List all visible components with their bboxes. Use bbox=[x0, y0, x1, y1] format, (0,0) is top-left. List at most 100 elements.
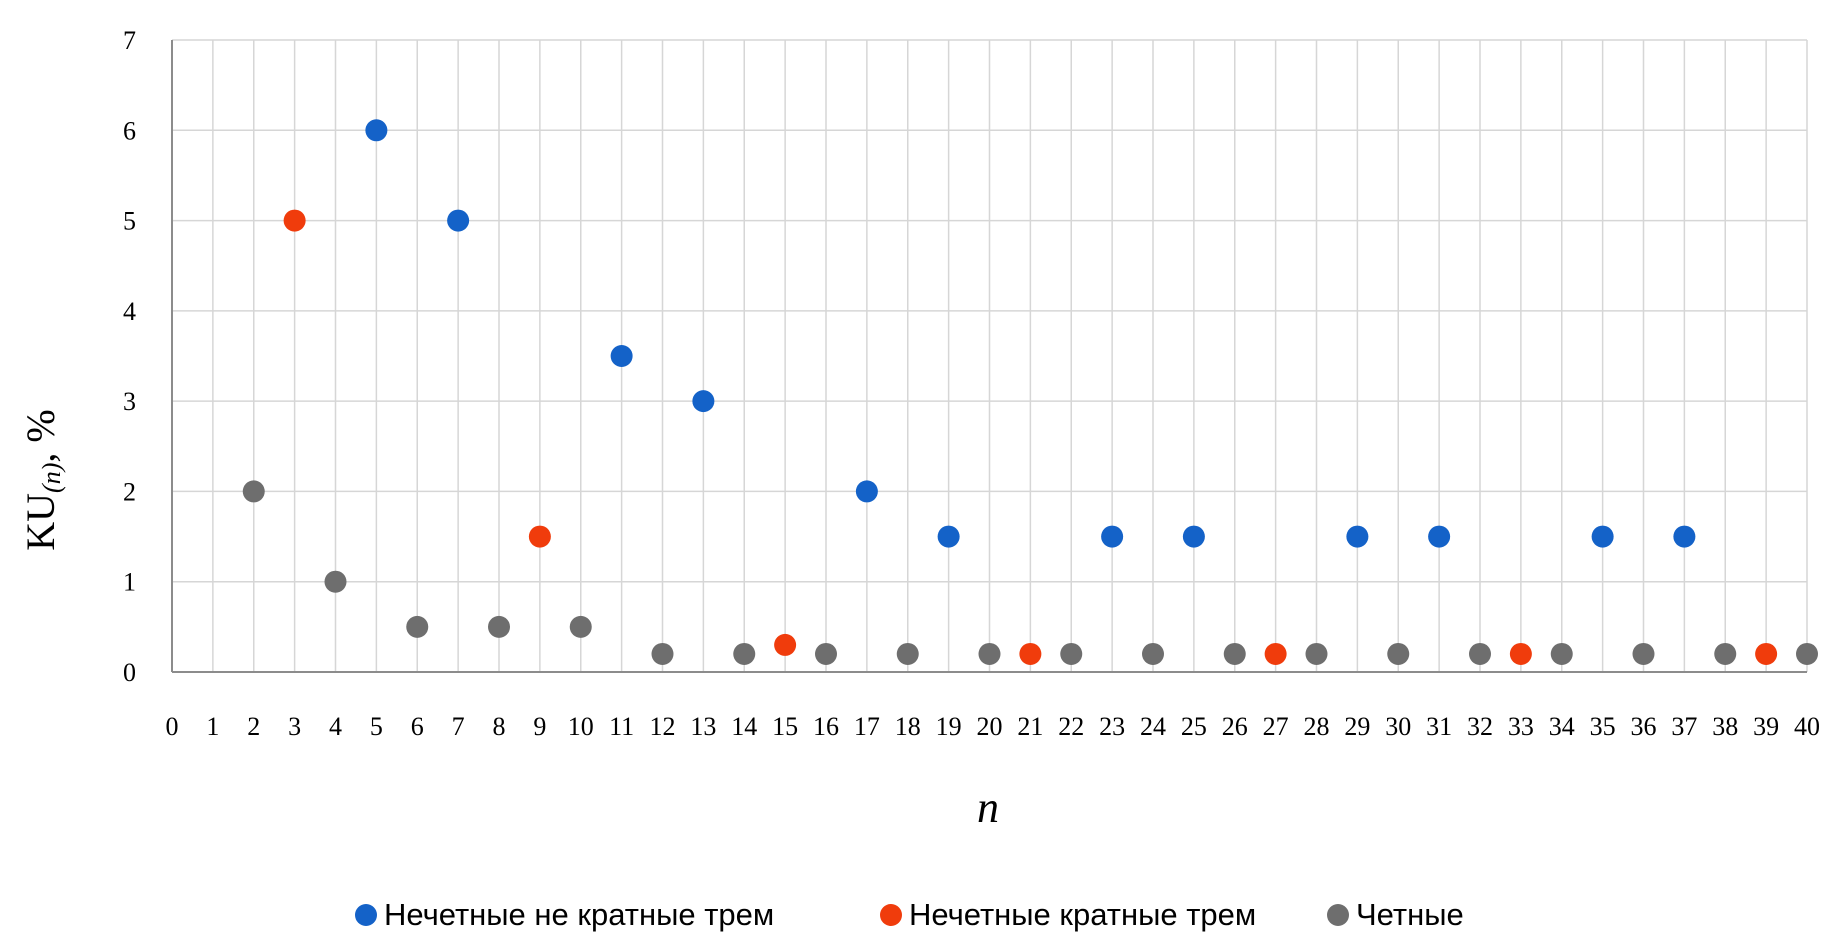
y-tick-label: 3 bbox=[123, 387, 136, 416]
x-tick-label: 14 bbox=[731, 712, 757, 741]
data-point-series-3 bbox=[651, 642, 674, 665]
data-point-series-3 bbox=[896, 642, 919, 665]
data-point-series-3 bbox=[406, 615, 429, 638]
data-point-series-1 bbox=[1428, 525, 1451, 548]
x-tick-label: 31 bbox=[1426, 712, 1452, 741]
x-tick-label: 12 bbox=[650, 712, 676, 741]
x-tick-label: 4 bbox=[329, 712, 342, 741]
y-axis-label-suffix: , % bbox=[18, 409, 63, 462]
x-tick-labels: 0 1 2 3 4 5 6 7 8 9 10 11 12 13 14 15 16 17 18 19 20 21 22 23 24… bbox=[166, 712, 1821, 741]
x-tick-label: 19 bbox=[936, 712, 962, 741]
data-point-series-1 bbox=[610, 345, 633, 367]
y-tick-label: 6 bbox=[123, 116, 136, 145]
data-point-series-1 bbox=[365, 119, 388, 142]
data-point-series-1 bbox=[937, 525, 960, 548]
legend-label-3: Четные bbox=[1356, 897, 1464, 932]
legend-label-1: Нечетные не кратные трем bbox=[384, 897, 774, 932]
data-point-series-1 bbox=[855, 480, 878, 503]
data-point-series-3 bbox=[1796, 642, 1818, 665]
data-point-series-3 bbox=[242, 480, 265, 503]
legend-marker-2 bbox=[880, 904, 902, 926]
y-axis-label-subscript: (n) bbox=[37, 463, 66, 493]
x-tick-label: 0 bbox=[166, 712, 179, 741]
x-tick-label: 40 bbox=[1794, 712, 1820, 741]
data-point-series-2 bbox=[1019, 642, 1042, 665]
data-point-series-1 bbox=[1346, 525, 1369, 548]
data-points bbox=[242, 119, 1818, 665]
x-tick-label: 7 bbox=[452, 712, 465, 741]
x-tick-label: 27 bbox=[1263, 712, 1289, 741]
data-point-series-3 bbox=[488, 615, 510, 638]
x-tick-label: 26 bbox=[1222, 712, 1248, 741]
y-axis-label-main: KU bbox=[18, 493, 63, 551]
x-tick-label: 33 bbox=[1508, 712, 1534, 741]
legend-label-2: Нечетные кратные трем bbox=[909, 897, 1256, 932]
x-tick-label: 35 bbox=[1590, 712, 1616, 741]
x-tick-label: 15 bbox=[772, 712, 798, 741]
y-tick-label: 2 bbox=[123, 477, 136, 506]
x-tick-label: 24 bbox=[1140, 712, 1166, 741]
data-point-series-3 bbox=[569, 615, 592, 638]
data-point-series-1 bbox=[1673, 525, 1696, 548]
x-tick-label: 13 bbox=[690, 712, 716, 741]
x-tick-label: 21 bbox=[1017, 712, 1043, 741]
data-point-series-3 bbox=[1469, 642, 1491, 665]
x-tick-label: 6 bbox=[411, 712, 424, 741]
y-tick-label: 1 bbox=[123, 568, 136, 597]
x-tick-label: 8 bbox=[493, 712, 506, 741]
x-tick-label: 20 bbox=[977, 712, 1003, 741]
data-point-series-2 bbox=[1264, 642, 1287, 665]
data-point-series-2 bbox=[283, 209, 306, 232]
x-tick-label: 32 bbox=[1467, 712, 1493, 741]
y-axis-label: KU(n), % bbox=[18, 409, 66, 550]
x-tick-label: 23 bbox=[1099, 712, 1125, 741]
data-point-series-3 bbox=[815, 642, 837, 665]
data-point-series-3 bbox=[978, 642, 1001, 665]
data-point-series-3 bbox=[733, 642, 756, 665]
y-tick-label: 5 bbox=[123, 207, 136, 236]
x-tick-label: 9 bbox=[533, 712, 546, 741]
data-point-series-1 bbox=[1101, 525, 1124, 548]
x-tick-label: 39 bbox=[1753, 712, 1779, 741]
data-point-series-2 bbox=[774, 633, 797, 656]
data-point-series-2 bbox=[528, 525, 551, 548]
data-point-series-3 bbox=[1060, 642, 1083, 665]
axes bbox=[171, 40, 1807, 673]
x-tick-label: 3 bbox=[288, 712, 301, 741]
y-tick-label: 7 bbox=[123, 26, 136, 55]
data-point-series-2 bbox=[1509, 642, 1532, 665]
x-tick-label: 22 bbox=[1058, 712, 1084, 741]
data-point-series-3 bbox=[1714, 642, 1737, 665]
x-tick-label: 2 bbox=[247, 712, 260, 741]
data-point-series-3 bbox=[1223, 642, 1246, 665]
x-tick-label: 34 bbox=[1549, 712, 1575, 741]
x-tick-label: 30 bbox=[1385, 712, 1411, 741]
legend: Нечетные не кратные трем Нечетные кратные… bbox=[355, 897, 1464, 932]
data-point-series-3 bbox=[1305, 642, 1328, 665]
x-tick-label: 18 bbox=[895, 712, 921, 741]
legend-marker-3 bbox=[1327, 904, 1349, 926]
x-tick-label: 11 bbox=[609, 712, 634, 741]
y-tick-labels: 0 1 2 3 4 5 6 7 bbox=[123, 26, 136, 687]
x-tick-label: 29 bbox=[1344, 712, 1370, 741]
x-tick-label: 5 bbox=[370, 712, 383, 741]
data-point-series-1 bbox=[1182, 525, 1205, 548]
x-tick-label: 36 bbox=[1631, 712, 1657, 741]
data-point-series-3 bbox=[1387, 642, 1410, 665]
y-tick-label: 0 bbox=[123, 658, 136, 687]
data-point-series-3 bbox=[1142, 642, 1164, 665]
grid-lines bbox=[171, 39, 1808, 673]
legend-marker-1 bbox=[355, 904, 377, 926]
x-tick-label: 38 bbox=[1712, 712, 1738, 741]
data-point-series-1 bbox=[1591, 525, 1614, 548]
data-point-series-3 bbox=[1632, 642, 1655, 665]
x-tick-label: 10 bbox=[568, 712, 594, 741]
x-tick-label: 17 bbox=[854, 712, 880, 741]
x-axis-label: n bbox=[977, 783, 999, 832]
x-tick-label: 28 bbox=[1304, 712, 1330, 741]
x-tick-label: 37 bbox=[1671, 712, 1697, 741]
data-point-series-2 bbox=[1755, 642, 1778, 665]
data-point-series-3 bbox=[1550, 642, 1573, 665]
data-point-series-1 bbox=[692, 390, 715, 413]
